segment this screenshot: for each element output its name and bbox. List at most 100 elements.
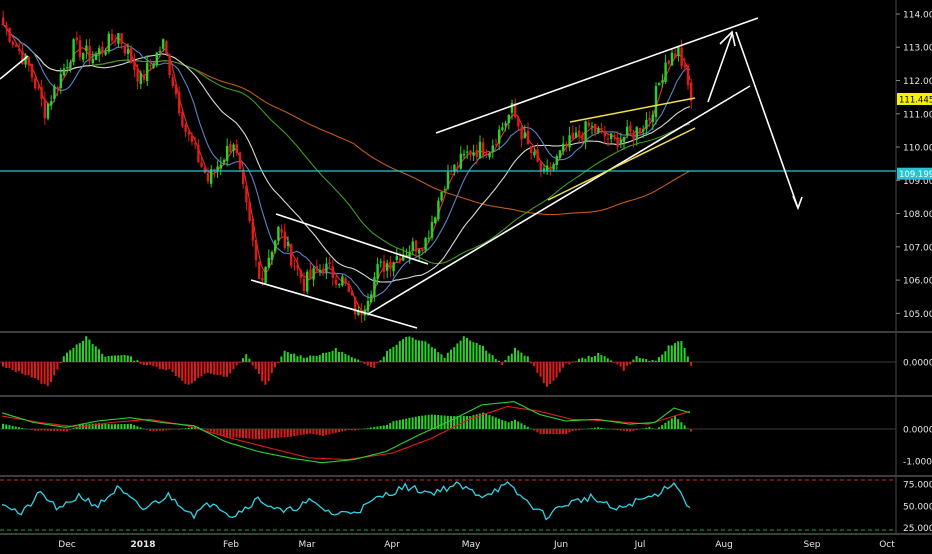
candle xyxy=(536,143,539,163)
candle xyxy=(171,73,174,89)
macd-histogram-bar xyxy=(421,415,424,429)
macd-histogram-bar xyxy=(56,428,59,432)
macd-histogram-bar xyxy=(424,415,427,429)
histogram-bar xyxy=(181,362,184,381)
candle xyxy=(187,128,190,142)
candle xyxy=(206,167,210,185)
histogram-bar xyxy=(325,352,328,362)
macd-histogram-bar xyxy=(27,428,30,430)
histogram-bar xyxy=(222,362,225,377)
histogram-bar xyxy=(354,358,356,362)
candle xyxy=(296,256,299,276)
price-axis-label: 113.00 xyxy=(903,44,932,54)
macd-histogram-bar xyxy=(133,425,136,429)
histogram-bar xyxy=(654,360,657,362)
candle xyxy=(142,69,146,84)
macd-histogram-bar xyxy=(210,428,212,432)
macd-histogram-bar xyxy=(174,428,177,430)
histogram-bar xyxy=(405,337,408,362)
macd-axis-label: -1.0000 xyxy=(903,458,932,468)
candle xyxy=(258,260,261,280)
flag-channel-upper[interactable] xyxy=(275,213,429,265)
macd-histogram-bar xyxy=(504,421,507,429)
candle xyxy=(434,216,437,225)
candle xyxy=(498,125,501,151)
macd-histogram-bar xyxy=(309,428,312,434)
candle xyxy=(242,168,245,189)
candle xyxy=(66,59,69,73)
candle xyxy=(98,45,101,63)
macd-histogram-bar xyxy=(152,428,155,431)
macd-histogram-bar xyxy=(245,428,248,439)
macd-histogram-bars xyxy=(2,412,692,440)
histogram-bar xyxy=(302,357,305,362)
macd-histogram-bar xyxy=(667,420,670,429)
candle xyxy=(146,55,149,87)
candle xyxy=(373,271,376,302)
macd-histogram-bar xyxy=(37,428,40,431)
macd-histogram-bar xyxy=(536,428,539,433)
macd-histogram-bar xyxy=(414,416,417,429)
candle xyxy=(504,120,507,132)
candle xyxy=(85,39,88,59)
macd-histogram-bar xyxy=(149,428,152,432)
histogram-bar xyxy=(411,337,414,362)
yellow-resistance-line[interactable] xyxy=(569,97,696,123)
histogram-bar xyxy=(542,362,545,384)
flag-channel-lower[interactable] xyxy=(250,279,418,329)
histogram-bar xyxy=(2,362,4,367)
macd-histogram-bar xyxy=(466,416,468,429)
macd-histogram-bar xyxy=(418,416,420,429)
macd-histogram-bar xyxy=(606,428,609,430)
histogram-bar xyxy=(299,355,302,362)
histogram-bar xyxy=(126,355,129,362)
candle xyxy=(616,131,619,151)
macd-histogram-bar xyxy=(485,413,488,429)
candle xyxy=(635,126,638,146)
histogram-bar xyxy=(440,354,443,362)
candle xyxy=(82,52,85,63)
moving-average-line xyxy=(1,23,691,265)
candle xyxy=(488,151,491,160)
candle xyxy=(315,259,318,273)
candle xyxy=(443,186,446,193)
histogram-bar xyxy=(603,356,606,362)
histogram-bar xyxy=(251,362,254,366)
histogram-bar xyxy=(536,362,539,373)
histogram-bar xyxy=(270,362,273,374)
histogram-bar xyxy=(110,355,113,362)
histogram-bar xyxy=(155,362,158,367)
histogram-bar xyxy=(40,362,43,384)
macd-histogram-bar xyxy=(430,414,433,429)
macd-histogram-bar xyxy=(555,428,558,435)
histogram-bar xyxy=(670,345,673,362)
histogram-bar xyxy=(274,362,276,368)
candle xyxy=(37,83,40,90)
rising-wedge-upper[interactable] xyxy=(435,17,759,134)
histogram-bar xyxy=(571,361,574,363)
candle xyxy=(254,236,258,268)
time-axis-label: Aug xyxy=(715,540,733,550)
rising-wedge-lower[interactable] xyxy=(367,85,751,315)
histogram-bar xyxy=(309,355,312,362)
candle xyxy=(181,108,184,129)
histogram-bar xyxy=(658,357,660,362)
macd-histogram-bar xyxy=(533,428,536,431)
candle xyxy=(72,38,75,66)
candle xyxy=(539,160,542,177)
macd-histogram-bar xyxy=(376,426,379,429)
macd-histogram-bar xyxy=(325,428,328,436)
time-axis-label: Oct xyxy=(879,540,895,550)
histogram-bar xyxy=(187,362,190,385)
candle xyxy=(376,257,379,285)
histogram-bar xyxy=(213,362,216,375)
macd-histogram-bar xyxy=(274,428,276,438)
histogram-bar xyxy=(290,353,292,362)
macd-histogram-bar xyxy=(75,426,78,429)
macd-histogram-bar xyxy=(347,428,350,430)
histogram-bar xyxy=(469,340,472,362)
annotations xyxy=(0,17,803,329)
yellow-support-line[interactable] xyxy=(547,127,696,201)
macd-histogram-bar xyxy=(130,423,132,429)
histogram-bar xyxy=(203,362,206,374)
